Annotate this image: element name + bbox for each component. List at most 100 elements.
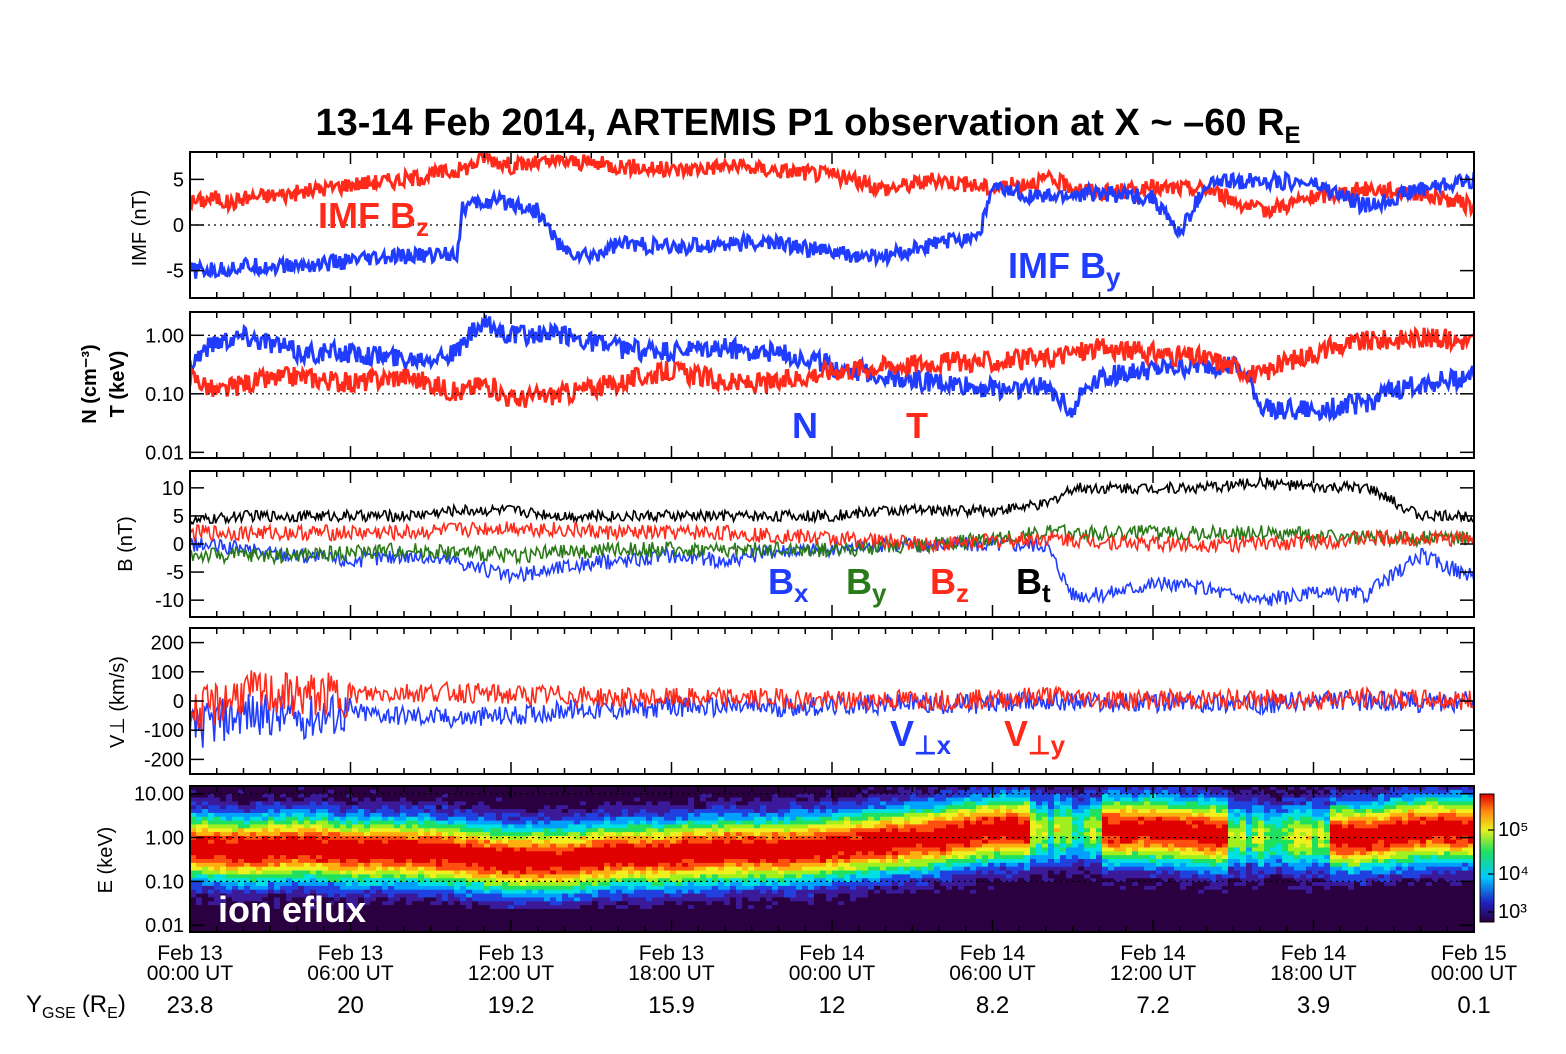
spectrogram-cell [856, 843, 863, 849]
spectrogram-cell [664, 905, 671, 910]
spectrogram-cell [718, 786, 725, 791]
spectrogram-cell [694, 809, 701, 814]
spectrogram-cell [328, 824, 335, 829]
spectrogram-cell [352, 832, 359, 837]
spectrogram-cell [640, 916, 647, 922]
spectrogram-cell [796, 908, 803, 914]
spectrogram-cell [340, 893, 347, 899]
spectrogram-cell [250, 862, 257, 868]
spectrogram-cell [250, 832, 257, 837]
spectrogram-cell [694, 862, 701, 868]
spectrogram-cell [298, 882, 305, 887]
spectrogram-cell [532, 889, 539, 895]
spectrogram-cell [778, 843, 785, 849]
spectrogram-cell [784, 897, 791, 902]
spectrogram-cell [220, 839, 227, 845]
spectrogram-cell [796, 820, 803, 826]
spectrogram-cell [340, 874, 347, 879]
spectrogram-cell [616, 812, 623, 818]
spectrogram-cell [502, 878, 509, 883]
spectrogram-cell [598, 897, 605, 902]
spectrogram-cell [196, 851, 203, 856]
spectrogram-cell [484, 847, 491, 852]
spectrogram-cell [808, 889, 815, 895]
spectrogram-cell [754, 889, 761, 895]
spectrogram-cell [364, 793, 371, 799]
spectrogram-cell [676, 805, 683, 810]
spectrogram-cell [628, 905, 635, 910]
spectrogram-cell [670, 912, 677, 918]
spectrogram-cell [748, 866, 755, 872]
spectrogram-cell [592, 797, 599, 802]
spectrogram-cell [784, 916, 791, 922]
spectrogram-cell [274, 862, 281, 868]
spectrogram-cell [880, 924, 887, 929]
spectrogram-cell [760, 920, 767, 925]
spectrogram-cell [346, 828, 353, 833]
spectrogram-cell [442, 920, 449, 925]
spectrogram-cell [334, 812, 341, 818]
spectrogram-cell [376, 924, 383, 929]
spectrogram-cell [550, 809, 557, 814]
spectrogram-cell [538, 809, 545, 814]
spectrogram-cell [562, 809, 569, 814]
spectrogram-cell [892, 916, 899, 922]
spectrogram-cell [280, 828, 287, 833]
spectrogram-cell [886, 920, 893, 925]
spectrogram-cell [322, 901, 329, 906]
spectrogram-cell [940, 855, 947, 860]
spectrogram-cell [544, 870, 551, 875]
spectrogram-cell [400, 835, 407, 841]
spectrogram-cell [298, 805, 305, 810]
spectrogram-cell [616, 801, 623, 806]
spectrogram-cell [772, 897, 779, 902]
y-tick-label: 10 [162, 478, 184, 500]
spectrogram-cell [562, 828, 569, 833]
spectrogram-cell [802, 874, 809, 879]
spectrogram-cell [472, 908, 479, 914]
spectrogram-cell [556, 874, 563, 879]
y-tick-label: 200 [151, 633, 184, 655]
spectrogram-cell [418, 835, 425, 841]
spectrogram-cell [634, 912, 641, 918]
spectrogram-cell [520, 885, 527, 891]
spectrogram-cell [820, 866, 827, 872]
spectrogram-cell [748, 816, 755, 822]
spectrogram-cell [550, 832, 557, 837]
spectrogram-cell [568, 809, 575, 814]
spectrogram-cell [832, 916, 839, 922]
spectrogram-cell [730, 839, 737, 845]
spectrogram-cell [250, 835, 257, 841]
spectrogram-cell [886, 908, 893, 914]
spectrogram-cell [394, 870, 401, 875]
spectrogram-cell [496, 820, 503, 826]
spectrogram-cell [532, 832, 539, 837]
spectrogram-cell [694, 851, 701, 856]
spectrogram-cell [742, 870, 749, 875]
spectrogram-cell [490, 874, 497, 879]
spectrogram-cell [904, 824, 911, 829]
spectrogram-cell [502, 905, 509, 910]
spectrogram-cell [310, 809, 317, 814]
spectrogram-cell [592, 859, 599, 864]
spectrogram-cell [718, 832, 725, 837]
spectrogram-cell [580, 893, 587, 899]
spectrogram-cell [394, 908, 401, 914]
spectrogram-cell [832, 878, 839, 883]
spectrogram-cell [730, 916, 737, 922]
spectrogram-cell [436, 820, 443, 826]
spectrogram-cell [208, 889, 215, 895]
spectrogram-cell [358, 916, 365, 922]
spectrogram-cell [610, 916, 617, 922]
spectrogram-cell [940, 862, 947, 868]
spectrogram-cell [454, 847, 461, 852]
spectrogram-cell [700, 847, 707, 852]
spectrogram-cell [724, 828, 731, 833]
spectrogram-cell [364, 878, 371, 883]
spectrogram-cell [598, 866, 605, 872]
spectrogram-cell [592, 916, 599, 922]
spectrogram-cell [418, 820, 425, 826]
spectrogram-cell [868, 889, 875, 895]
spectrogram-cell [520, 916, 527, 922]
spectrogram-cell [592, 924, 599, 929]
